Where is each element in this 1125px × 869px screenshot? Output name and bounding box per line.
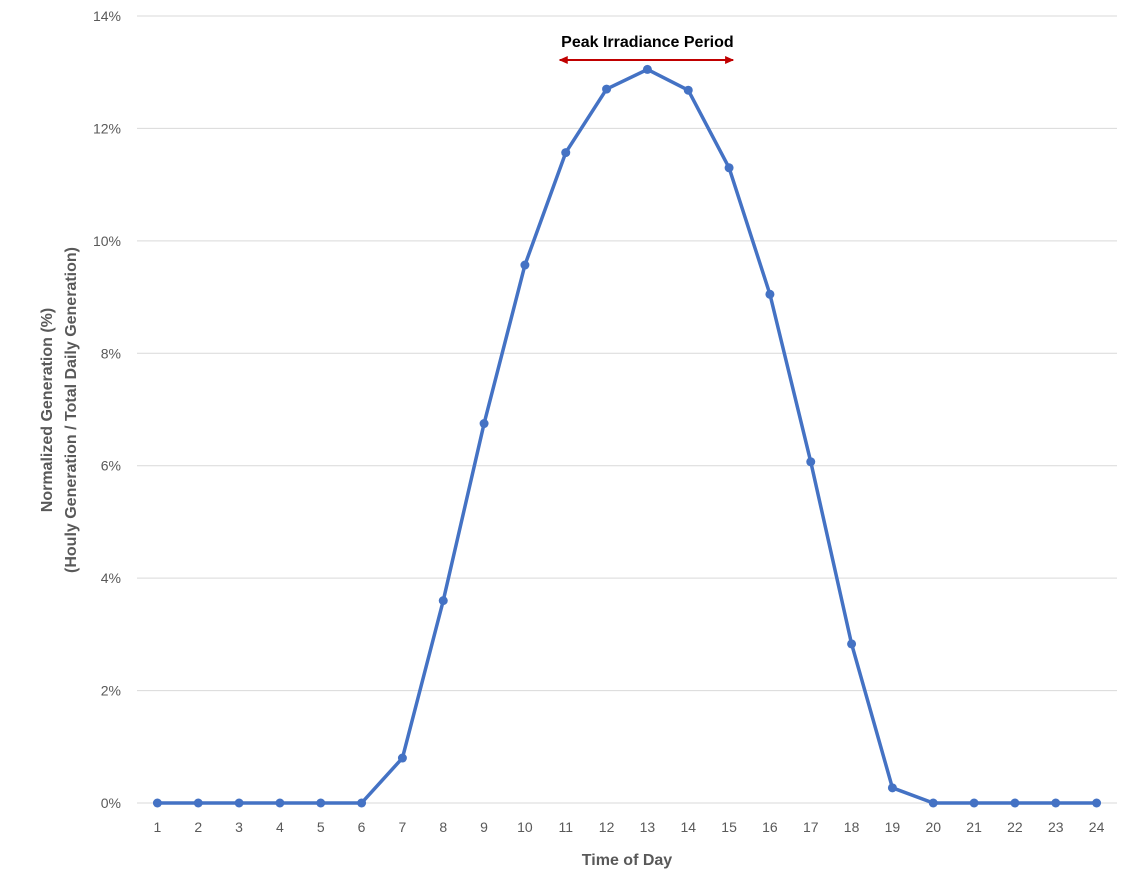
data-point	[969, 798, 979, 808]
data-point	[520, 260, 530, 270]
x-axis-title: Time of Day	[582, 852, 673, 869]
y-tick-label: 14%	[93, 8, 121, 24]
y-tick-label: 12%	[93, 120, 121, 136]
data-point	[357, 798, 367, 808]
data-point	[316, 798, 326, 808]
y-axis-title-line1: Normalized Generation (%)	[39, 308, 56, 512]
x-tick-label: 15	[721, 819, 737, 835]
x-tick-label: 9	[480, 819, 488, 835]
data-point	[765, 289, 775, 299]
y-axis-title-line2: (Houly Generation / Total Daily Generati…	[63, 247, 80, 573]
x-tick-label: 19	[885, 819, 901, 835]
y-tick-labels: 0% 2% 4% 6% 8% 10% 12% 14%	[93, 8, 121, 811]
data-point	[193, 798, 203, 808]
peak-annotation-label: Peak Irradiance Period	[561, 34, 734, 51]
x-tick-label: 1	[154, 819, 162, 835]
x-tick-label: 14	[680, 819, 696, 835]
x-tick-label: 11	[558, 819, 573, 835]
data-point	[1010, 798, 1020, 808]
x-tick-label: 22	[1007, 819, 1023, 835]
x-tick-label: 4	[276, 819, 284, 835]
data-point	[847, 639, 857, 649]
x-tick-labels: 1 2 3 4 5 6 7 8 9 10 11 12 13 14 15 16 17 18 19 20 21 22 23 24	[154, 819, 1105, 835]
x-tick-label: 5	[317, 819, 325, 835]
data-point	[397, 753, 407, 763]
y-tick-label: 8%	[101, 345, 121, 361]
x-tick-label: 24	[1089, 819, 1105, 835]
x-tick-label: 7	[399, 819, 407, 835]
x-tick-label: 16	[762, 819, 778, 835]
series-generation	[152, 64, 1102, 808]
data-point	[438, 596, 448, 606]
data-point	[887, 783, 897, 793]
data-point	[152, 798, 162, 808]
data-point	[724, 163, 734, 173]
y-tick-label: 0%	[101, 795, 121, 811]
x-tick-label: 23	[1048, 819, 1064, 835]
gridlines	[137, 15, 1117, 804]
series-line	[157, 67, 1097, 805]
x-tick-label: 13	[640, 819, 656, 835]
data-point	[234, 798, 244, 808]
x-tick-label: 20	[925, 819, 941, 835]
x-tick-label: 6	[358, 819, 366, 835]
y-tick-label: 10%	[93, 233, 121, 249]
data-point	[683, 85, 693, 95]
y-tick-label: 6%	[101, 458, 121, 474]
peak-annotation: Peak Irradiance Period	[558, 34, 735, 64]
data-point	[928, 798, 938, 808]
y-tick-label: 2%	[101, 683, 121, 699]
x-tick-label: 21	[966, 819, 982, 835]
x-tick-label: 18	[844, 819, 860, 835]
data-point	[1051, 798, 1061, 808]
x-tick-label: 10	[517, 819, 533, 835]
data-point	[1092, 798, 1102, 808]
x-tick-label: 8	[439, 819, 447, 835]
data-point	[275, 798, 285, 808]
x-tick-label: 2	[194, 819, 202, 835]
data-point	[642, 64, 652, 74]
data-point	[479, 419, 489, 429]
x-tick-label: 3	[235, 819, 243, 835]
x-tick-label: 12	[599, 819, 615, 835]
y-axis-title: Normalized Generation (%)	[39, 308, 56, 512]
y-tick-label: 4%	[101, 570, 121, 586]
data-point	[602, 84, 612, 94]
x-tick-label: 17	[803, 819, 819, 835]
data-point	[806, 457, 816, 467]
data-point	[561, 148, 571, 158]
